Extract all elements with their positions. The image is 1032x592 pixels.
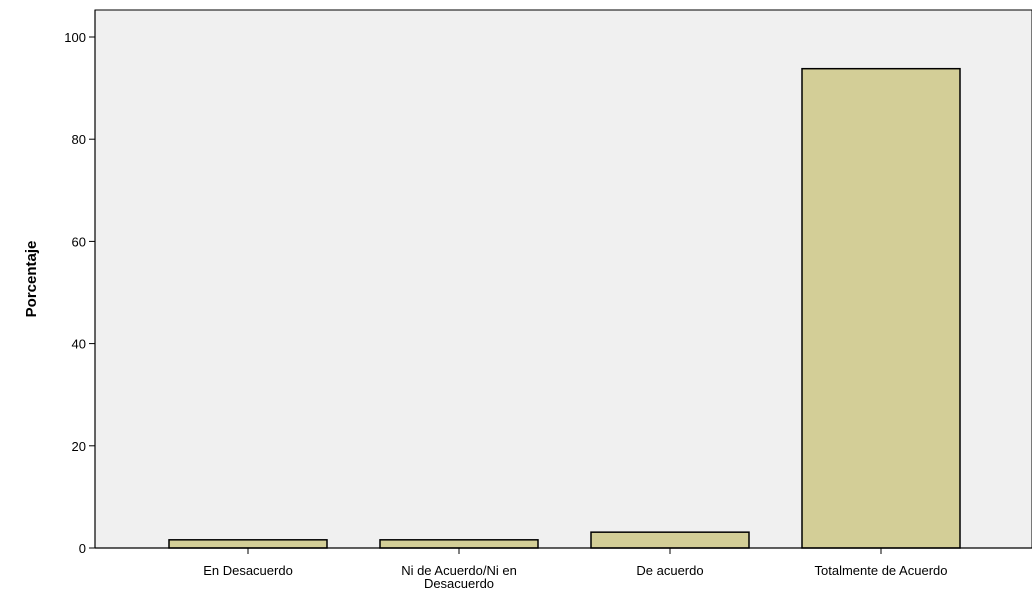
bar — [590, 531, 750, 549]
x-tick-label: De acuerdo — [636, 563, 703, 578]
bar — [168, 539, 328, 549]
y-tick-label: 40 — [72, 337, 86, 352]
x-axis-ticks: En Desacuerdo Ni de Acuerdo/Ni en Desacuer… — [203, 548, 947, 591]
y-tick-label: 20 — [72, 439, 86, 454]
y-axis-ticks: 0 20 40 60 80 100 — [64, 30, 95, 556]
x-tick-label: Totalmente de Acuerdo — [815, 563, 948, 578]
bars — [168, 67, 961, 549]
y-tick-label: 80 — [72, 132, 86, 147]
y-tick-label: 100 — [64, 30, 86, 45]
y-tick-label: 0 — [79, 541, 86, 556]
bar — [801, 67, 961, 549]
y-tick-label: 60 — [72, 234, 86, 249]
x-tick-label: En Desacuerdo — [203, 563, 293, 578]
x-tick-label: Ni de Acuerdo/Ni en Desacuerdo — [401, 563, 517, 591]
bar — [379, 539, 539, 549]
y-axis-title: Porcentaje — [23, 241, 40, 318]
